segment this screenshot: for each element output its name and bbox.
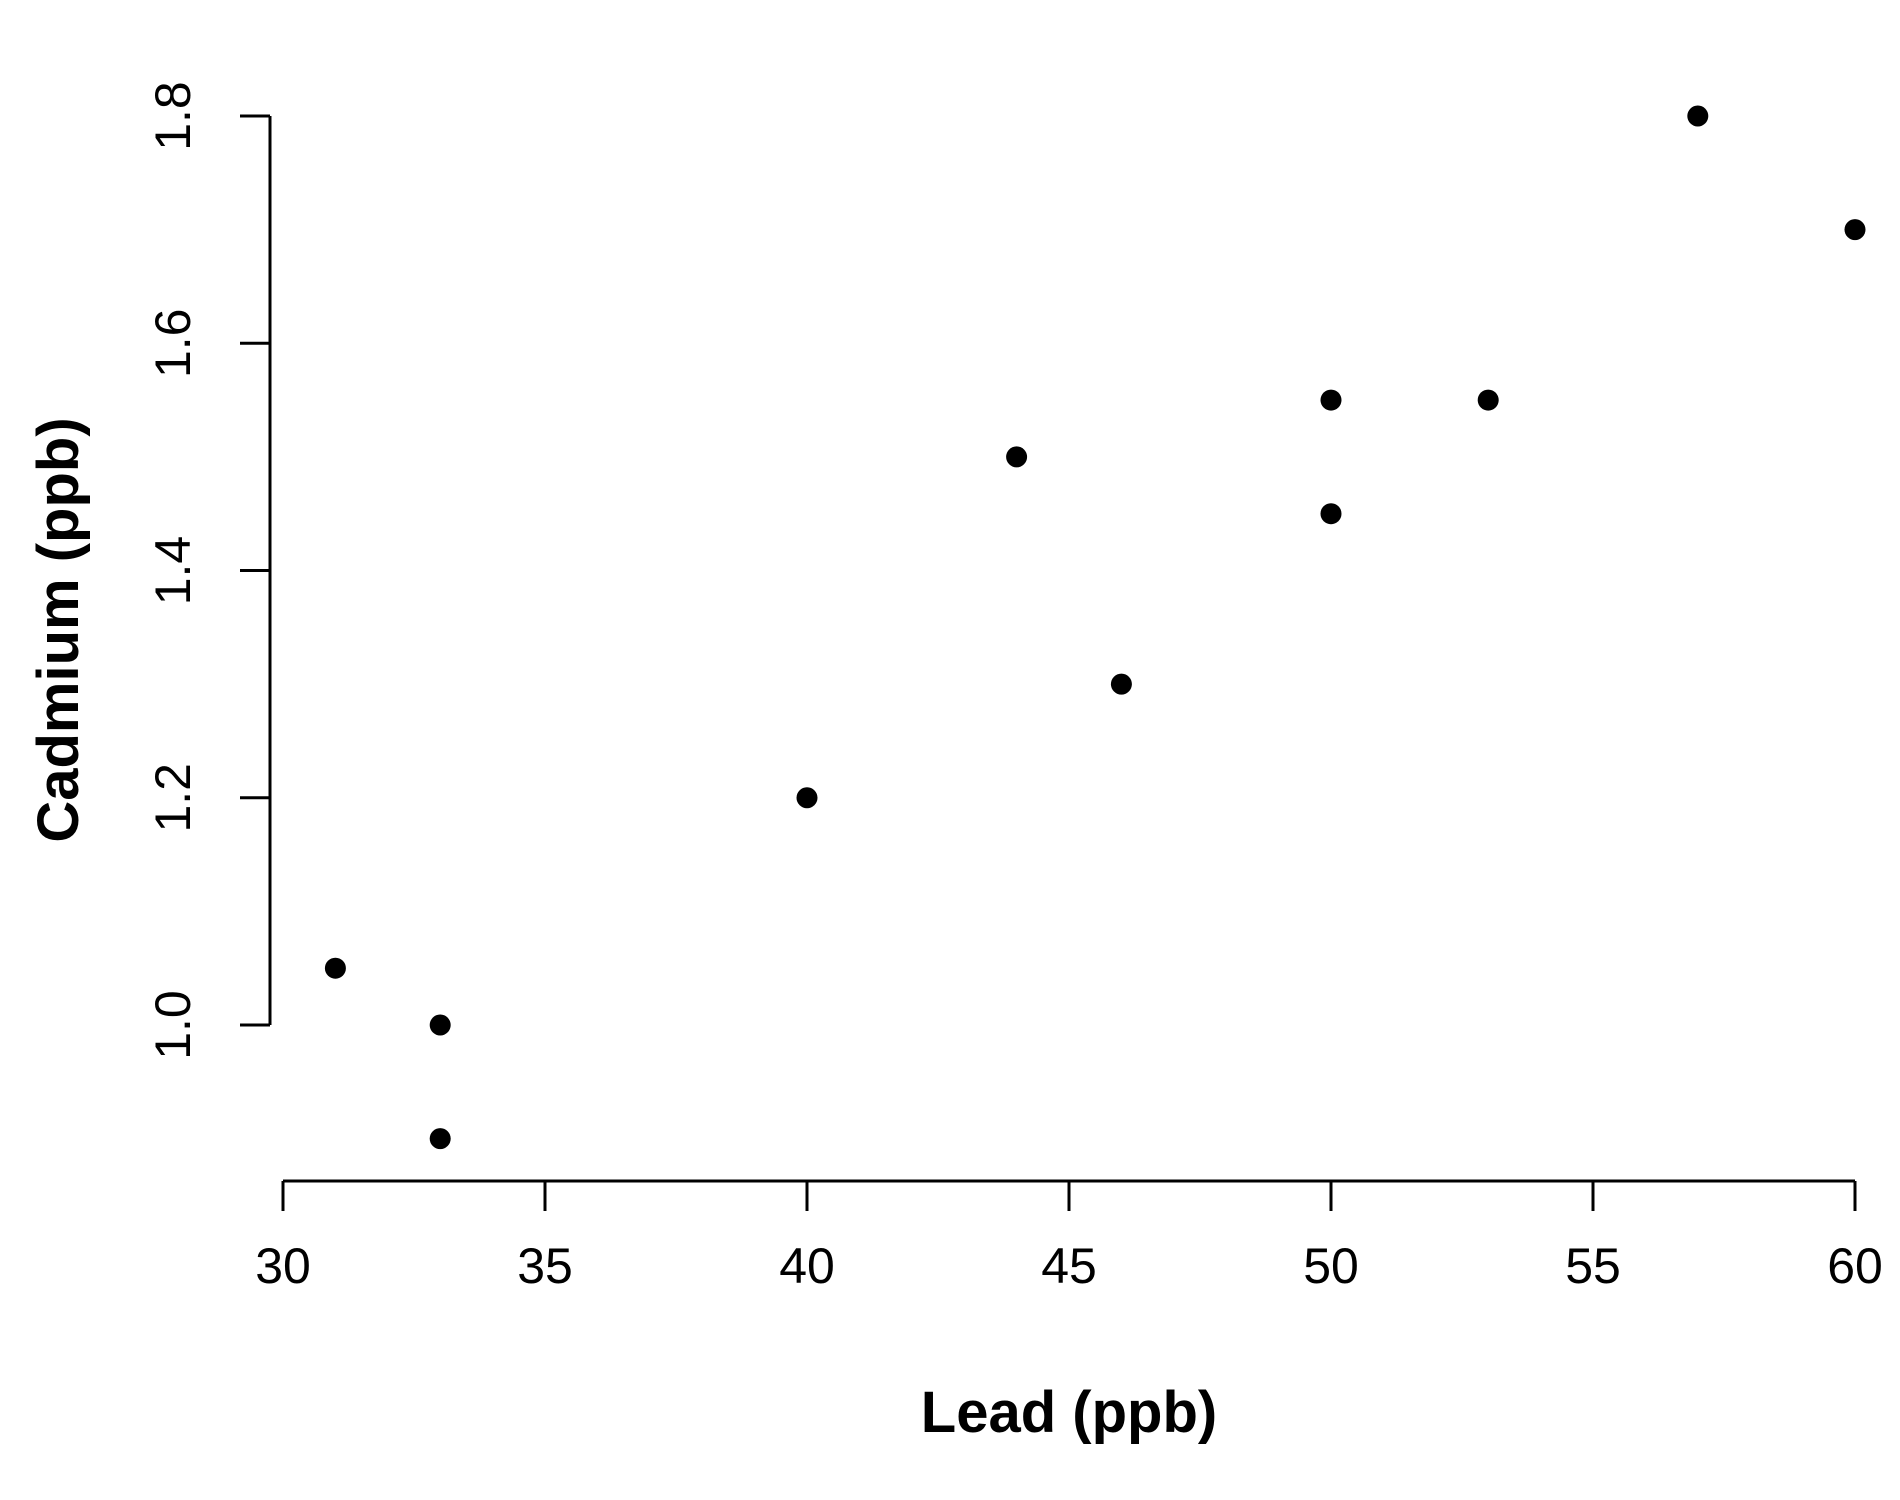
y-axis-title: Cadmium (ppb) — [26, 417, 91, 842]
y-tick-label: 1.6 — [145, 308, 201, 378]
data-point — [1110, 673, 1132, 695]
x-axis: 30 35 40 45 50 55 60 — [255, 1179, 1883, 1294]
x-tick-label: 40 — [779, 1238, 835, 1294]
x-tick-label: 30 — [255, 1238, 311, 1294]
y-tick-label: 1.2 — [145, 763, 201, 833]
data-point — [324, 957, 346, 979]
data-points — [324, 105, 1866, 1150]
y-tick-label: 1.4 — [145, 536, 201, 606]
data-point — [1844, 219, 1866, 241]
y-axis: 1.0 1.2 1.4 1.6 1.8 — [145, 81, 272, 1060]
x-tick-label: 45 — [1041, 1238, 1097, 1294]
x-tick-label: 35 — [517, 1238, 573, 1294]
y-tick-label: 1.8 — [145, 81, 201, 151]
data-point — [1320, 503, 1342, 525]
data-point — [1477, 389, 1499, 411]
x-axis-title: Lead (ppb) — [921, 1380, 1217, 1445]
data-point — [1687, 105, 1709, 127]
data-point — [429, 1014, 451, 1036]
y-tick-label: 1.0 — [145, 990, 201, 1060]
data-point — [796, 787, 818, 809]
x-tick-label: 60 — [1827, 1238, 1883, 1294]
data-point — [1006, 446, 1028, 468]
data-point — [429, 1128, 451, 1150]
x-tick-label: 50 — [1303, 1238, 1359, 1294]
data-point — [1320, 389, 1342, 411]
x-tick-label: 55 — [1565, 1238, 1621, 1294]
